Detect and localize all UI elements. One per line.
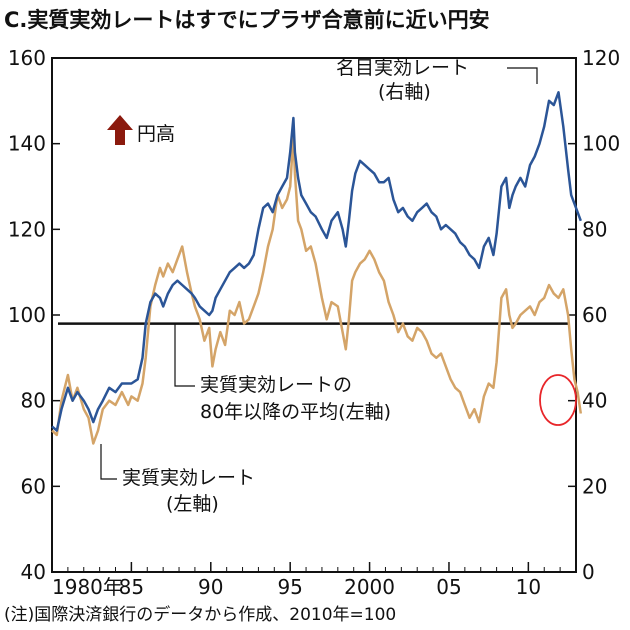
x-tick-label: 10 <box>516 575 541 599</box>
chart-title: C.実質実効レートはすでにプラザ合意前に近い円安 <box>4 8 490 32</box>
right-tick-label: 60 <box>582 303 607 327</box>
up-arrow-icon <box>107 115 133 145</box>
real-effective-rate-line <box>51 133 583 445</box>
nominal-leader <box>507 67 538 84</box>
average-label-line2: 80年以降の平均(左軸) <box>200 401 391 423</box>
right-tick-label: 0 <box>582 560 595 584</box>
nominal-label-line1: 名目実効レート <box>336 57 469 79</box>
x-tick-label: 05 <box>436 575 461 599</box>
nominal-label-line2: (右軸) <box>378 81 431 103</box>
left-tick-label: 60 <box>21 474 46 498</box>
right-tick-label: 20 <box>582 474 607 498</box>
right-tick-label: 80 <box>582 217 607 241</box>
left-tick-label: 80 <box>21 389 46 413</box>
real-annotation: 実質実効レート (左軸) <box>100 444 255 515</box>
right-tick-label: 40 <box>582 389 607 413</box>
plot-frame <box>51 57 577 573</box>
left-tick-label: 140 <box>8 132 46 156</box>
right-tick-label: 100 <box>582 132 620 156</box>
real-leader <box>100 444 117 480</box>
x-tick-label: 95 <box>277 575 302 599</box>
chart-note: (注)国際決済銀行のデータから作成、2010年=100 <box>4 604 396 625</box>
x-tick-label: 90 <box>198 575 223 599</box>
left-axis: 40 60 80 100 120 140 160 <box>8 46 60 584</box>
x-tick-label: 85 <box>119 575 144 599</box>
nominal-annotation: 名目実効レート (右軸) <box>336 57 538 103</box>
real-label-line2: (左軸) <box>166 493 219 515</box>
left-tick-label: 120 <box>8 217 46 241</box>
right-tick-label: 120 <box>582 46 620 70</box>
x-tick-label: 2000 <box>344 575 395 599</box>
yen-high-label: 円高 <box>137 123 175 145</box>
highlight-circle <box>539 374 577 426</box>
left-tick-label: 40 <box>21 560 46 584</box>
average-annotation: 実質実効レートの 80年以降の平均(左軸) <box>174 324 391 423</box>
average-label-line1: 実質実効レートの <box>200 374 352 396</box>
nominal-effective-rate-line <box>51 91 582 432</box>
average-leader <box>174 324 195 387</box>
left-tick-label: 100 <box>8 303 46 327</box>
yen-high-annotation: 円高 <box>107 115 175 145</box>
real-label-line1: 実質実効レート <box>122 467 255 489</box>
left-tick-label: 160 <box>8 46 46 70</box>
x-tick-label: 1980年 <box>52 575 123 599</box>
